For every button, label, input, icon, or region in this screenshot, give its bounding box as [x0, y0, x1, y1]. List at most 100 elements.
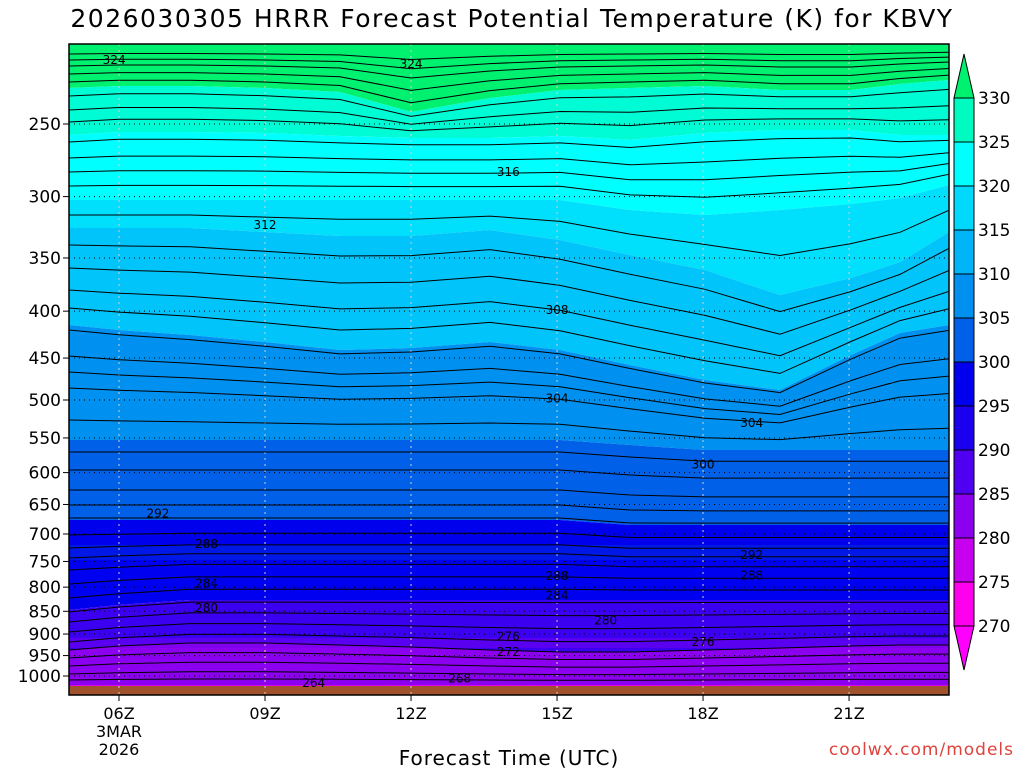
contour-label: 292: [740, 548, 763, 562]
y-tick-label: 800: [29, 578, 61, 598]
x-tick-label: 09Z: [249, 704, 280, 723]
y-tick-label: 750: [29, 552, 61, 572]
y-tick-label: 850: [29, 602, 61, 622]
contour-line: [69, 601, 949, 613]
colorbar-swatch: [953, 449, 975, 495]
date-label: 2026: [99, 740, 140, 759]
y-tick-label: 350: [29, 249, 61, 269]
contour-line: [69, 553, 949, 559]
contour-label: 324: [400, 57, 423, 71]
contour-label: 288: [195, 537, 218, 551]
contour-line: [69, 387, 949, 424]
colorbar-swatch: [953, 581, 975, 627]
credit-text: coolwx.com/models: [828, 740, 1014, 760]
chart-title: 2026030305 HRRR Forecast Potential Tempe…: [70, 4, 954, 33]
contour-line: [69, 74, 949, 104]
y-tick-label: 300: [29, 188, 61, 208]
colorbar-swatch: [953, 405, 975, 451]
contour-line: [69, 469, 949, 479]
ground-strip: [69, 686, 949, 695]
contour-line: [69, 451, 949, 462]
y-axis: 250 300 350 400 450 500 550 600 650 700 750 800 850 9…: [18, 115, 69, 687]
y-tick-label: 450: [29, 349, 61, 369]
band-315-320: [69, 130, 949, 215]
contour-line: [69, 576, 949, 585]
colorbar-label: 300: [978, 353, 1010, 373]
y-tick-label: 900: [29, 625, 61, 645]
contour-line: [69, 61, 949, 79]
contour-line: [69, 671, 949, 676]
contour-line: [69, 137, 949, 149]
contour-line: [69, 504, 949, 512]
y-tick-label: 250: [29, 115, 61, 135]
contour-label: 288: [546, 569, 569, 583]
x-tick-label: 15Z: [541, 704, 572, 723]
contour-label: 300: [692, 458, 715, 472]
contour-line: [69, 563, 949, 571]
colorbar-label: 295: [978, 397, 1010, 417]
y-tick-label: 1000: [18, 667, 61, 687]
contour-label: 284: [195, 577, 218, 591]
y-tick-label: 700: [29, 525, 61, 545]
colorbar-swatch: [953, 493, 975, 539]
colorbar: 330 325 320 315 310 305 300 295 290 285 280 275 270: [953, 53, 1010, 671]
contour-line: [69, 51, 949, 61]
contour-line: [69, 419, 949, 441]
colorbar-label: 325: [978, 133, 1010, 153]
contour-labels: 324 324 316 312 308 304 304 300 292 292 288 288 288 2…: [103, 53, 763, 690]
colorbar-swatch: [953, 273, 975, 319]
contour-line: [69, 307, 949, 374]
colorbar-label: 270: [978, 617, 1010, 637]
colorbar-label: 305: [978, 309, 1010, 329]
contour-line: [69, 105, 949, 125]
contour-line: [69, 633, 949, 643]
band-325-330: [69, 44, 949, 112]
y-tick-label: 650: [29, 495, 61, 515]
contour-line: [69, 652, 949, 660]
colorbar-swatch: [953, 229, 975, 275]
colorbar-swatch: [953, 537, 975, 583]
colorbar-bottom-arrow: [953, 625, 975, 671]
contour-label: 324: [103, 53, 126, 67]
contour-line: [69, 678, 949, 681]
contour-label: 312: [254, 218, 277, 232]
x-tick-label: 06Z: [103, 704, 134, 723]
y-tick-label: 600: [29, 464, 61, 484]
contour-label: 288: [740, 569, 763, 583]
contour-label: 292: [146, 507, 169, 521]
colorbar-swatch: [953, 361, 975, 407]
band-310-315: [69, 185, 949, 295]
colorbar-swatch: [953, 185, 975, 231]
contour-label: 280: [195, 601, 218, 615]
contour-line: [69, 355, 949, 407]
band-295-300: [69, 440, 949, 525]
contour-label: 308: [546, 303, 569, 317]
contour-lines: [69, 51, 949, 681]
contour-line: [69, 118, 949, 132]
contour-line: [69, 588, 949, 599]
contour-line: [69, 56, 949, 70]
colorbar-label: 285: [978, 485, 1010, 505]
contour-label: 284: [546, 589, 569, 603]
y-tick-label: 400: [29, 302, 61, 322]
contour-label: 268: [448, 671, 471, 685]
colorbar-label: 275: [978, 573, 1010, 593]
date-label: 3MAR: [96, 722, 142, 741]
colorbar-label: 280: [978, 529, 1010, 549]
shade-band: [69, 638, 949, 648]
contour-line: [69, 289, 949, 357]
plot-frame: [68, 43, 950, 696]
contour-line: [69, 68, 949, 91]
contour-line: [69, 244, 949, 313]
grid-lines: [69, 44, 949, 695]
colorbar-label: 315: [978, 221, 1010, 241]
contour-label: 272: [497, 645, 520, 659]
contour-label: 264: [302, 676, 325, 690]
contour-line: [69, 642, 949, 653]
contour-line: [69, 163, 949, 181]
colorbar-label: 290: [978, 441, 1010, 461]
colorbar-top-arrow: [953, 53, 975, 99]
contour-line: [69, 329, 949, 394]
x-tick-label: 12Z: [395, 704, 426, 723]
